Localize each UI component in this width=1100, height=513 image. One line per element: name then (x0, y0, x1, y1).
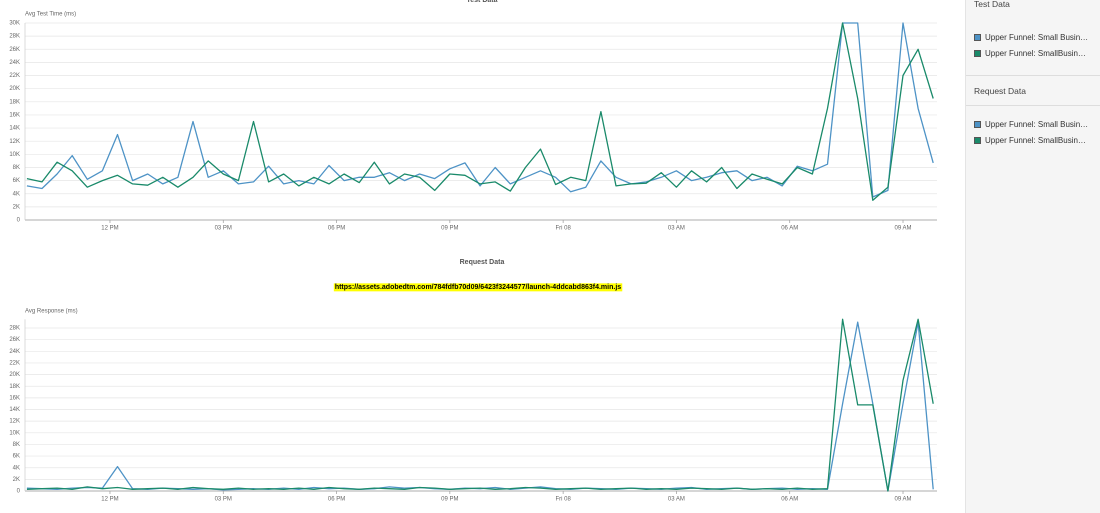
legend-label: Upper Funnel: SmallBusin… (985, 49, 1086, 58)
x-tick-label: Fri 08 (555, 497, 571, 503)
y-tick-label: 30K (9, 21, 20, 27)
y-tick-label: 8K (13, 442, 20, 448)
separator (966, 105, 1100, 106)
x-tick-label: 09 AM (895, 226, 912, 232)
y-tick-label: 16K (9, 113, 20, 119)
y-tick-label: 0 (17, 218, 21, 224)
legend-swatch (974, 137, 981, 144)
y-tick-label: 20K (9, 372, 20, 378)
y-tick-label: 6K (13, 178, 20, 184)
legend-label: Upper Funnel: Small Busin… (985, 120, 1089, 129)
x-tick-label: 12 PM (101, 497, 118, 503)
chart-title: Test Data (467, 0, 498, 4)
series-line (26, 22, 934, 198)
sidebar: Test Data Upper Funnel: Small Busin… Upp… (965, 0, 1100, 513)
chart-title: Request Data (460, 259, 505, 266)
y-tick-label: 24K (9, 349, 20, 355)
legend-label: Upper Funnel: SmallBusin… (985, 136, 1086, 145)
legend-item[interactable]: Upper Funnel: Small Busin… (974, 33, 1088, 42)
y-tick-label: 28K (9, 326, 20, 332)
legend-item[interactable]: Upper Funnel: SmallBusin… (974, 49, 1086, 58)
y-tick-label: 14K (9, 407, 20, 413)
x-tick-label: 03 PM (215, 497, 232, 503)
y-axis-label: Avg Response (ms) (25, 309, 78, 315)
legend-swatch (974, 34, 981, 41)
series-line (26, 22, 934, 201)
y-tick-label: 4K (13, 191, 20, 197)
y-tick-label: 0 (17, 489, 21, 495)
x-tick-label: 03 AM (668, 226, 685, 232)
y-tick-label: 20K (9, 86, 20, 92)
series-line (26, 318, 934, 492)
legend-label: Upper Funnel: Small Busin… (985, 33, 1089, 42)
y-tick-label: 28K (9, 34, 20, 40)
x-tick-label: Fri 08 (555, 226, 571, 232)
x-tick-label: 09 PM (441, 497, 458, 503)
y-axis-label: Avg Test Time (ms) (25, 12, 76, 18)
y-tick-label: 26K (9, 337, 20, 343)
separator (966, 75, 1100, 76)
y-tick-label: 16K (9, 395, 20, 401)
y-tick-label: 12K (9, 139, 20, 145)
x-tick-label: 09 AM (895, 497, 912, 503)
y-tick-label: 26K (9, 47, 20, 53)
x-tick-label: 03 AM (668, 497, 685, 503)
y-tick-label: 18K (9, 384, 20, 390)
x-tick-label: 06 PM (328, 226, 345, 232)
y-tick-label: 12K (9, 419, 20, 425)
y-tick-label: 2K (13, 477, 20, 483)
y-tick-label: 10K (9, 430, 20, 436)
x-tick-label: 09 PM (441, 226, 458, 232)
y-tick-label: 24K (9, 60, 20, 66)
x-tick-label: 12 PM (101, 226, 118, 232)
legend-item[interactable]: Upper Funnel: SmallBusin… (974, 136, 1086, 145)
x-tick-label: 06 PM (328, 497, 345, 503)
y-tick-label: 10K (9, 152, 20, 158)
chart-subtitle: https://assets.adobedtm.com/784fdfb70d09… (335, 284, 621, 291)
y-tick-label: 22K (9, 361, 20, 367)
y-tick-label: 18K (9, 99, 20, 105)
y-tick-label: 4K (13, 465, 20, 471)
legend-item[interactable]: Upper Funnel: Small Busin… (974, 120, 1088, 129)
y-tick-label: 8K (13, 165, 20, 171)
x-tick-label: 06 AM (781, 226, 798, 232)
charts: Test Data Avg Test Time (ms) 0 2K 4K 6K 8K 10K 1… (9, 0, 937, 503)
y-tick-label: 14K (9, 126, 20, 132)
y-tick-label: 2K (13, 204, 20, 210)
y-tick-label: 6K (13, 454, 20, 460)
legend-swatch (974, 121, 981, 128)
highlight (333, 283, 623, 292)
section-title: Request Data (974, 86, 1026, 96)
x-tick-label: 03 PM (215, 226, 232, 232)
series-line (26, 321, 934, 492)
y-tick-label: 22K (9, 73, 20, 79)
x-tick-label: 06 AM (781, 497, 798, 503)
legend-swatch (974, 50, 981, 57)
section-title: Test Data (974, 0, 1010, 9)
